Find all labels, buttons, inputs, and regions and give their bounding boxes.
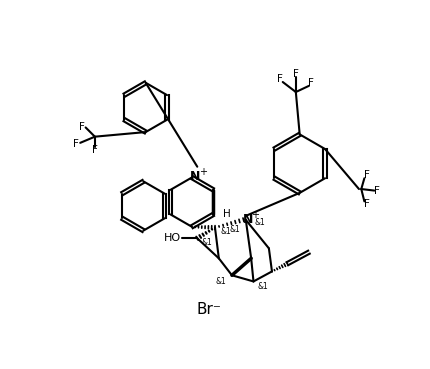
Text: H: H xyxy=(224,209,231,219)
Text: &1: &1 xyxy=(230,225,240,234)
Text: +: + xyxy=(251,210,259,220)
Text: F: F xyxy=(374,186,380,196)
Text: N: N xyxy=(243,213,253,226)
Text: F: F xyxy=(364,170,370,180)
Text: &1: &1 xyxy=(221,227,231,236)
Text: F: F xyxy=(277,74,283,84)
Text: N: N xyxy=(190,170,200,183)
Text: F: F xyxy=(364,199,370,210)
Text: F: F xyxy=(308,78,314,88)
Text: +: + xyxy=(199,167,207,177)
Text: HO: HO xyxy=(164,233,181,243)
Text: F: F xyxy=(293,69,299,79)
Text: F: F xyxy=(92,145,98,155)
Text: F: F xyxy=(74,139,79,149)
Text: F: F xyxy=(79,122,85,132)
Text: Br⁻: Br⁻ xyxy=(197,303,221,317)
Text: &1: &1 xyxy=(254,218,265,227)
Text: &1: &1 xyxy=(257,282,268,290)
Text: &1: &1 xyxy=(201,238,212,248)
Text: &1: &1 xyxy=(216,277,227,286)
